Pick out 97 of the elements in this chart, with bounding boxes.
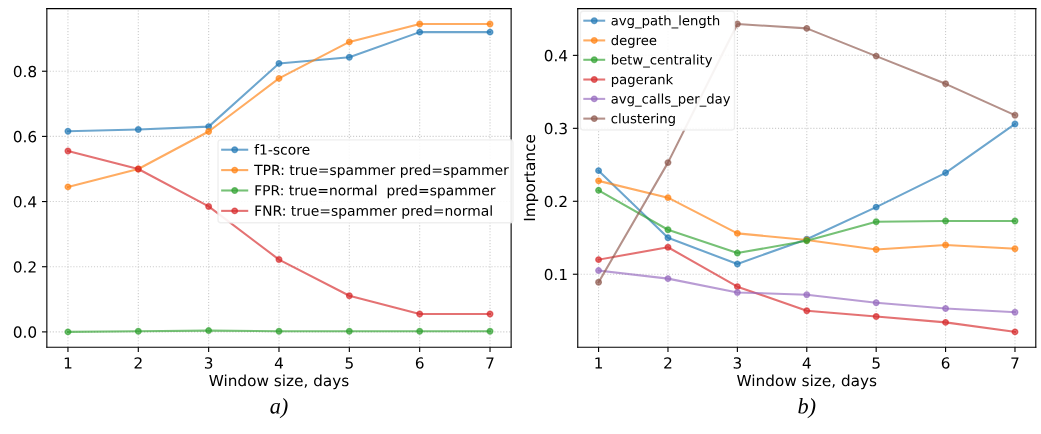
point [942, 217, 950, 225]
point [345, 38, 353, 46]
x-axis-title: Window size, days [209, 374, 349, 390]
y-tick-label: 0.2 [13, 261, 36, 273]
x-tick-label: 6 [941, 357, 950, 369]
point [595, 186, 603, 194]
point [205, 327, 213, 335]
point [872, 313, 880, 321]
x-tick-label: 7 [486, 357, 494, 369]
point [942, 169, 950, 177]
point [664, 159, 672, 167]
x-tick-label: 3 [204, 357, 213, 369]
point [1011, 245, 1019, 253]
point [64, 127, 72, 135]
y-tick-label: 0.8 [13, 65, 37, 78]
point [942, 305, 950, 313]
point [486, 28, 494, 36]
legend-label: betw_centrality [611, 54, 713, 68]
point [64, 147, 72, 155]
x-tick-label: 5 [872, 357, 880, 369]
x-tick-label: 2 [664, 357, 672, 369]
point [733, 249, 741, 257]
y-axis-title: Importance [523, 134, 539, 221]
point [345, 292, 353, 300]
point [64, 328, 72, 336]
y-tick-label: 0.1 [544, 268, 567, 281]
x-tick-label: 1 [64, 357, 72, 369]
point [664, 243, 672, 251]
point [733, 283, 741, 291]
point [345, 327, 353, 335]
point [595, 256, 603, 264]
x-tick-label: 4 [802, 357, 811, 369]
y-tick-label: 0.6 [13, 130, 37, 143]
point [664, 194, 672, 202]
point [595, 177, 603, 185]
point [733, 229, 741, 237]
point [275, 256, 283, 264]
point [942, 318, 950, 326]
x-tick-label: 7 [1011, 357, 1019, 369]
point [205, 128, 213, 135]
legend-label: pagerank [611, 74, 674, 87]
point [872, 203, 880, 211]
point [942, 80, 950, 88]
y-tick-label: 0.0 [13, 326, 37, 338]
x-tick-label: 2 [134, 357, 142, 369]
legend-label: clustering [611, 113, 675, 126]
point [1011, 111, 1019, 119]
legend-label: f1-score [254, 144, 310, 155]
text: a) [270, 397, 288, 419]
point [416, 28, 424, 36]
point [416, 310, 424, 318]
point [275, 327, 283, 335]
point [416, 20, 424, 28]
point [595, 167, 603, 175]
y-tick-label: 0.4 [13, 196, 37, 208]
point [872, 52, 880, 60]
point [803, 307, 811, 315]
point [416, 327, 424, 335]
point [872, 218, 880, 226]
legend-label: degree [611, 35, 657, 48]
point [942, 241, 950, 249]
point [803, 291, 811, 299]
point [345, 53, 353, 61]
point [275, 74, 283, 82]
point [733, 289, 741, 296]
point [872, 245, 880, 253]
point [486, 327, 494, 335]
legend-label: TPR: true=spammer pred=spammer [254, 164, 509, 178]
x-tick-label: 6 [415, 357, 424, 369]
point [275, 59, 283, 67]
point [205, 202, 213, 210]
y-tick-label: 0.2 [544, 195, 567, 208]
legend-label: avg_path_length [611, 15, 720, 29]
point [664, 234, 672, 242]
point [1011, 308, 1019, 316]
legend-label: avg_calls_per_day [611, 93, 731, 107]
x-tick-label: 3 [733, 357, 742, 369]
y-tick-label: 0.4 [544, 49, 568, 62]
x-axis-title: Window size, days [737, 374, 877, 390]
point [595, 278, 603, 286]
y-tick-label: 0.3 [544, 122, 567, 135]
point [134, 126, 142, 134]
point [595, 267, 603, 275]
point [733, 260, 741, 268]
point [64, 183, 72, 191]
point [803, 24, 811, 32]
point [664, 275, 672, 283]
text: b) [798, 397, 816, 419]
point [664, 226, 672, 234]
x-tick-label: 4 [274, 357, 283, 369]
point [872, 299, 880, 307]
legend-label: FPR: true=normal pred=spammer [255, 184, 496, 199]
x-tick-label: 5 [345, 357, 353, 369]
legend-label: FNR: true=spammer pred=normal [255, 205, 492, 219]
x-tick-label: 1 [595, 357, 603, 369]
point [134, 327, 142, 335]
point [1011, 328, 1019, 336]
